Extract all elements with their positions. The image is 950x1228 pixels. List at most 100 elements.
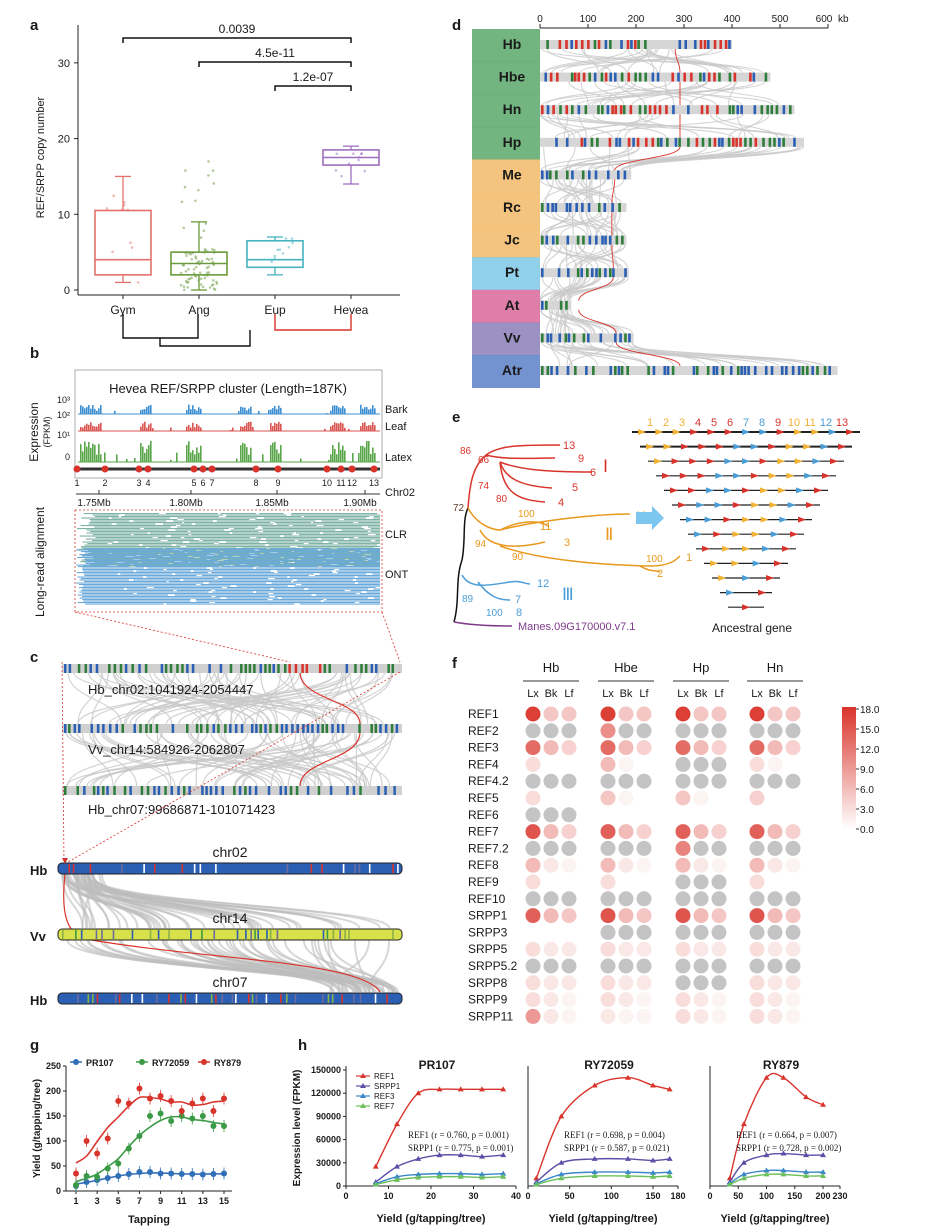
- ont-read: [82, 599, 191, 601]
- synteny-ribbon: [555, 179, 577, 204]
- heat-dot: [785, 790, 801, 806]
- ont-read: [293, 581, 380, 583]
- gene-block: [627, 72, 631, 82]
- expression-bar: [300, 458, 302, 462]
- clr-read: [241, 547, 297, 549]
- ont-read: [294, 561, 380, 563]
- expression-bar: [244, 425, 246, 431]
- chromosome-band: [318, 994, 321, 1003]
- ont-read: [83, 573, 118, 575]
- gene-number: 2: [102, 478, 107, 488]
- row-label: SRPP9: [468, 993, 508, 1007]
- tree-branch: [477, 581, 511, 601]
- gene-block: [683, 72, 687, 82]
- chromosome-band: [310, 864, 313, 873]
- clr-read: [195, 523, 274, 525]
- heat-dot: [675, 924, 691, 940]
- fit-line: [536, 1175, 670, 1186]
- chromosome-band: [89, 864, 92, 873]
- heat-dot: [618, 874, 634, 890]
- ont-read: [83, 600, 191, 602]
- clr-read: [230, 529, 336, 531]
- heat-dot: [636, 1008, 652, 1024]
- gene-block: [614, 105, 618, 115]
- gene-block: [551, 235, 555, 245]
- gene-block: [773, 137, 776, 147]
- gene-block: [699, 40, 703, 49]
- clr-read: [218, 543, 304, 545]
- gene-order-number: 12: [820, 417, 832, 429]
- gene-block: [663, 366, 667, 375]
- gene-block: [588, 72, 592, 82]
- ont-read: [294, 567, 380, 569]
- data-point: [394, 1163, 400, 1169]
- gene-block: [700, 105, 704, 115]
- p-value: 1.2e-07: [293, 70, 334, 84]
- clr-read: [370, 531, 380, 533]
- gene-block: [712, 366, 716, 375]
- synteny-ribbon: [568, 146, 629, 171]
- gene-block: [604, 72, 608, 82]
- synteny-ribbon: [277, 671, 376, 725]
- heat-dot: [525, 773, 541, 789]
- expression-tick: 0: [65, 452, 70, 462]
- gene-arrow: [768, 472, 777, 479]
- gene-block: [593, 40, 597, 49]
- expression-bar: [268, 410, 270, 414]
- synteny-ribbon: [549, 309, 555, 334]
- gene-arrow: [830, 458, 838, 465]
- gene-block: [354, 664, 357, 673]
- heat-dot: [618, 941, 634, 957]
- heat-dot: [636, 773, 652, 789]
- gene-block: [345, 664, 349, 673]
- gene-block: [555, 170, 558, 180]
- chromosome-band: [368, 864, 371, 873]
- gene-block: [600, 72, 604, 82]
- expression-bar: [342, 445, 344, 462]
- gene-block: [268, 664, 271, 673]
- bootstrap-value: 100: [518, 509, 535, 520]
- heat-dot: [561, 1008, 577, 1024]
- gene-block: [565, 300, 568, 310]
- ont-read: [359, 593, 380, 595]
- chromosome-band: [337, 864, 340, 873]
- heat-dot: [636, 992, 652, 1008]
- synteny-ribbon: [202, 731, 268, 787]
- expression-bar: [150, 440, 152, 462]
- chromosome-band: [397, 864, 399, 873]
- gene-arrow: [718, 575, 726, 581]
- ont-read: [208, 582, 267, 584]
- jitter-point: [207, 271, 211, 274]
- x-tick-label: 11: [177, 1196, 187, 1206]
- correlation-stat: REF1 (r = 0.664, p = 0.007): [736, 1130, 837, 1140]
- ont-read: [326, 599, 380, 601]
- synteny-ribbon: [156, 731, 172, 787]
- expression-bar: [362, 422, 364, 431]
- heat-dot: [767, 891, 783, 907]
- gene-block: [647, 366, 650, 375]
- gene-arrow: [690, 429, 698, 435]
- clr-read: [321, 538, 345, 540]
- expression-bar: [326, 413, 328, 414]
- ont-read: [146, 576, 218, 578]
- heat-dot: [749, 941, 765, 957]
- gene-arrow: [794, 429, 802, 435]
- gene-block: [609, 366, 613, 375]
- chromosome-band: [359, 994, 362, 1003]
- gene-arrow: [646, 443, 654, 450]
- expression-bar: [250, 447, 252, 462]
- data-point: [558, 1171, 565, 1177]
- gene-block: [740, 105, 743, 115]
- leaf-label: 6: [590, 467, 596, 479]
- gene-block: [608, 235, 612, 245]
- chromosome-band: [143, 864, 145, 873]
- clr-read: [184, 522, 271, 524]
- clr-read: [256, 537, 355, 539]
- heat-dot: [618, 1008, 634, 1024]
- heat-dot: [561, 790, 577, 806]
- gene-block: [387, 664, 390, 673]
- gene-block: [749, 72, 752, 82]
- chromosome-band: [275, 994, 278, 1003]
- synteny-ribbon: [557, 179, 607, 204]
- heat-dot: [693, 723, 709, 739]
